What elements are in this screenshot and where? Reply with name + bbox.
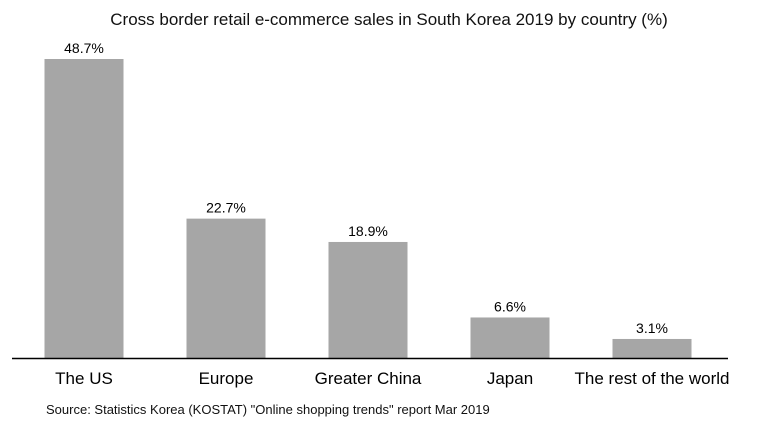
bar — [44, 59, 124, 358]
x-tick-label: Greater China — [315, 369, 422, 388]
data-label: 48.7% — [64, 40, 104, 56]
x-tick-label: Japan — [487, 369, 533, 388]
x-tick-label: The US — [55, 369, 113, 388]
x-tick-label: Europe — [199, 369, 254, 388]
data-label: 22.7% — [206, 200, 246, 216]
data-label: 6.6% — [494, 298, 526, 314]
data-label: 18.9% — [348, 223, 388, 239]
bar — [612, 338, 692, 358]
data-label: 3.1% — [636, 320, 668, 336]
bar — [328, 241, 408, 358]
bar — [470, 317, 550, 358]
chart-title: Cross border retail e-commerce sales in … — [110, 10, 668, 29]
x-tick-label: The rest of the world — [575, 369, 730, 388]
source-note: Source: Statistics Korea (KOSTAT) "Onlin… — [46, 402, 490, 417]
bar — [186, 218, 266, 358]
